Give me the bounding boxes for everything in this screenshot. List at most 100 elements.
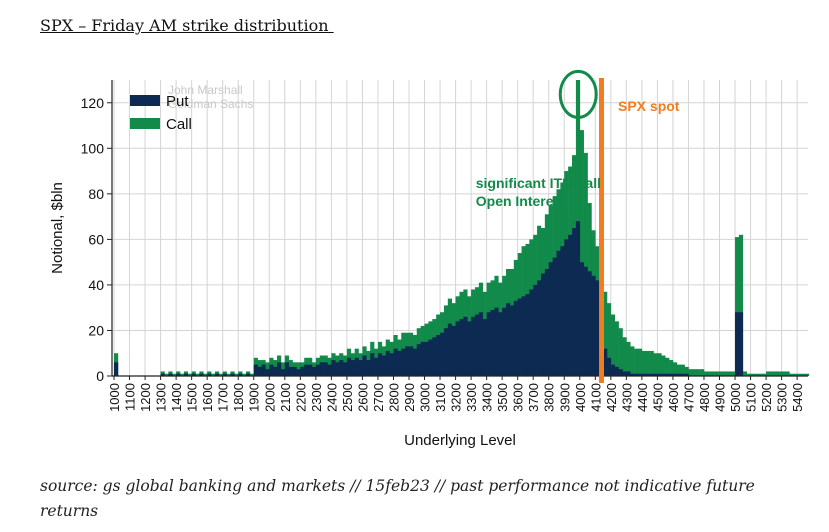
x-tick-label: 1500	[185, 383, 200, 412]
put-bar	[486, 312, 491, 376]
x-tick-label: 3000	[418, 383, 433, 412]
put-bar	[440, 332, 445, 376]
put-bar	[257, 366, 262, 376]
x-tick-label: 1200	[138, 383, 153, 412]
put-bar	[191, 373, 196, 376]
put-bar	[389, 353, 394, 376]
put-bar	[672, 373, 678, 376]
call-bar	[773, 371, 779, 376]
call-bar	[669, 360, 674, 376]
put-bar	[269, 364, 274, 376]
call-bar	[606, 303, 612, 376]
put-series	[114, 221, 744, 376]
put-bar	[300, 366, 305, 376]
call-bar	[203, 373, 208, 376]
x-tick-label: 2800	[386, 383, 401, 412]
call-bar	[603, 291, 608, 376]
x-tick-label: 4200	[604, 383, 619, 412]
call-bar	[672, 362, 678, 376]
put-bar	[525, 294, 530, 376]
put-bar	[428, 339, 433, 376]
put-bar	[331, 360, 336, 376]
x-tick-label: 4000	[573, 383, 588, 412]
put-bar	[408, 346, 414, 376]
put-bar	[482, 319, 487, 376]
put-bar	[308, 364, 313, 376]
x-tick-label: 3600	[511, 383, 526, 412]
x-tick-label: 4600	[666, 383, 681, 412]
put-bar	[506, 303, 511, 376]
legend-label-call: Call	[166, 116, 192, 133]
put-bar	[447, 323, 452, 376]
put-bar	[280, 369, 286, 376]
put-bar	[451, 325, 456, 376]
put-bar	[401, 348, 406, 376]
call-bar	[777, 371, 782, 376]
put-bar	[424, 341, 429, 376]
call-bar	[680, 364, 685, 376]
x-tick-label: 2600	[355, 383, 370, 412]
x-tick-label: 1800	[231, 383, 246, 412]
x-tick-label: 3400	[480, 383, 495, 412]
y-tick-label: 80	[88, 186, 104, 202]
put-bar	[273, 366, 278, 376]
call-bar	[762, 373, 767, 376]
y-axis-label: Notional, $bln	[49, 182, 66, 274]
put-bar	[490, 309, 495, 376]
put-bar	[478, 312, 484, 376]
call-bar	[735, 237, 740, 376]
y-tick-label: 0	[96, 368, 104, 384]
call-bar	[661, 355, 666, 376]
put-bar	[253, 364, 258, 376]
put-bar	[653, 373, 658, 376]
put-bar	[591, 275, 596, 376]
y-tick-label: 40	[88, 277, 104, 293]
put-bar	[238, 373, 243, 376]
call-bar	[614, 321, 619, 376]
call-bar	[692, 369, 697, 376]
x-tick-label: 1300	[154, 383, 169, 412]
call-bar	[242, 373, 247, 376]
put-bar	[556, 250, 561, 376]
x-tick-label: 4400	[635, 383, 650, 412]
call-bar	[630, 346, 635, 376]
put-bar	[552, 257, 557, 376]
put-bar	[160, 373, 165, 376]
put-bar	[339, 360, 344, 376]
call-bar	[766, 371, 771, 376]
call-bar	[715, 371, 720, 376]
call-bar	[218, 373, 223, 376]
put-bar	[657, 373, 662, 376]
put-bar	[265, 369, 270, 376]
put-bar	[245, 373, 251, 376]
put-bar	[560, 246, 565, 376]
call-bar	[583, 152, 588, 376]
put-bar	[393, 348, 398, 376]
put-bar	[626, 371, 631, 376]
put-bar	[327, 364, 332, 376]
put-bar	[350, 360, 355, 376]
call-bar	[684, 366, 689, 376]
x-tick-label: 1000	[107, 383, 122, 412]
put-bar	[684, 373, 689, 376]
call-bar	[723, 371, 728, 376]
put-bar	[416, 344, 421, 376]
x-tick-label: 2000	[262, 383, 277, 412]
put-bar	[513, 300, 518, 376]
legend-swatch-call	[130, 118, 160, 129]
put-bar	[738, 312, 744, 376]
put-bar	[587, 271, 592, 376]
legend-label-put: Put	[166, 93, 189, 110]
x-tick-label: 2200	[293, 383, 308, 412]
put-bar	[335, 362, 340, 376]
put-bar	[637, 373, 643, 376]
put-bar	[455, 321, 460, 376]
put-bar	[568, 234, 573, 376]
put-bar	[377, 353, 383, 376]
put-bar	[292, 366, 297, 376]
call-bar	[622, 337, 627, 376]
call-bar	[626, 341, 631, 376]
put-bar	[661, 373, 666, 376]
